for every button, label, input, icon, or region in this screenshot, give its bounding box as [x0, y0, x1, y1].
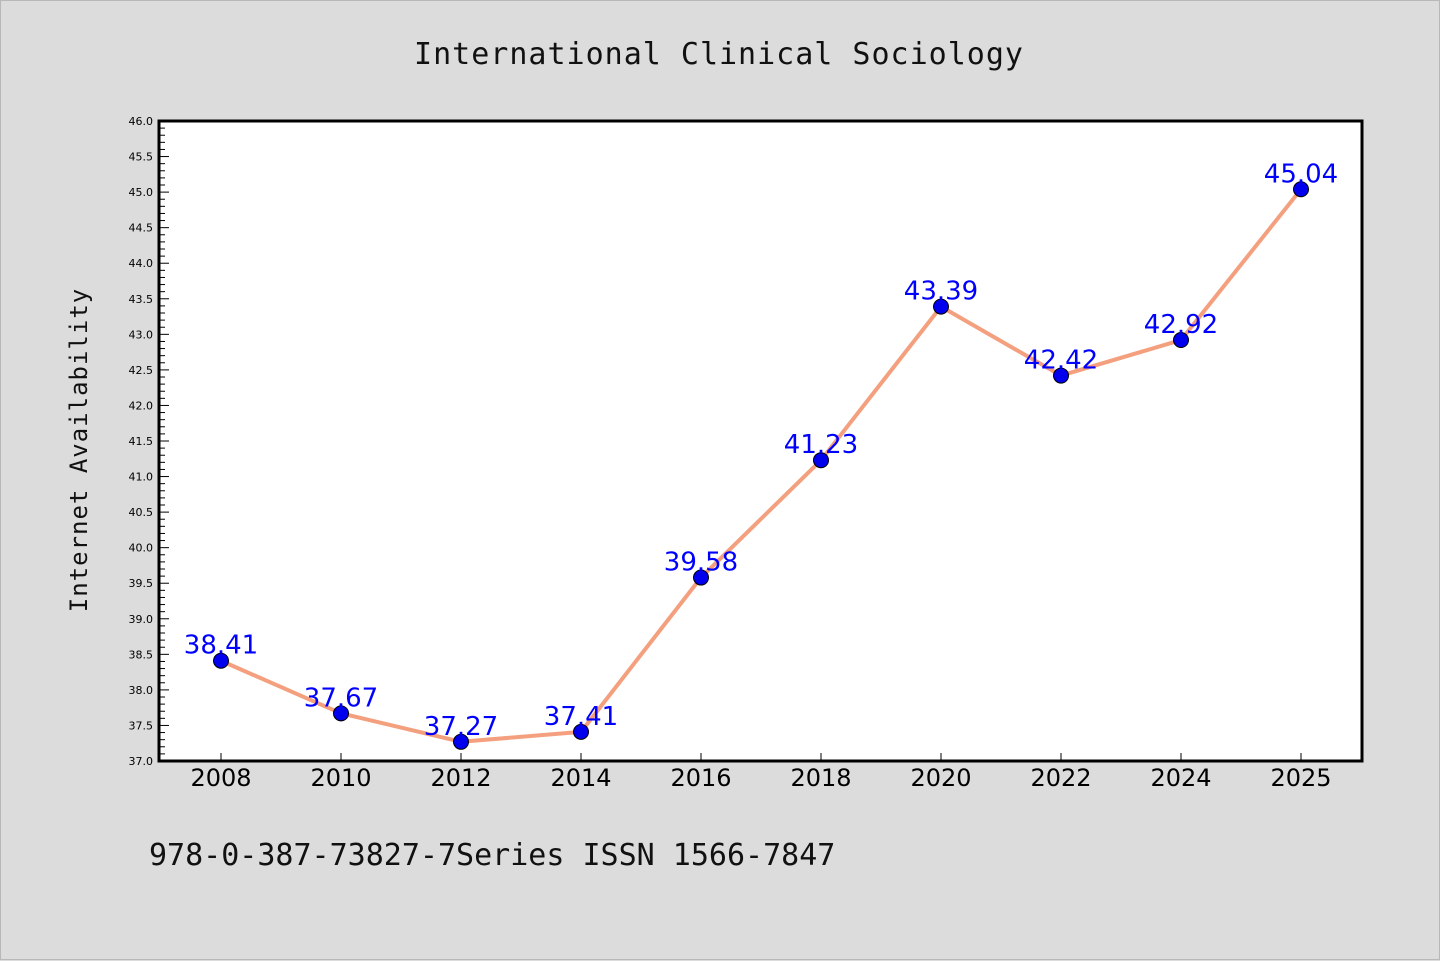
data-label: 38.41: [184, 631, 258, 661]
y-tick-label: 45.0: [129, 186, 154, 199]
y-tick-label: 38.0: [129, 684, 154, 697]
data-label: 45.04: [1264, 159, 1338, 189]
y-tick-label: 44.0: [129, 257, 154, 270]
x-tick-label: 2008: [190, 764, 251, 792]
data-point-marker: [1293, 181, 1309, 198]
data-point-marker: [693, 569, 709, 586]
x-tick-label: 2014: [550, 764, 611, 792]
data-point-marker: [333, 705, 349, 722]
data-label: 37.27: [424, 712, 498, 742]
series-line: [220, 188, 1303, 744]
data-point-marker: [453, 733, 469, 750]
x-axis-ticks: 2008 2010 2012 2014 2016 2018 2020 2022 2024 2025: [190, 753, 1332, 792]
y-tick-label: 46.0: [129, 115, 154, 128]
y-tick-label: 44.5: [129, 222, 154, 235]
y-tick-label: 42.5: [129, 364, 154, 377]
data-label: 39.58: [664, 548, 738, 578]
y-tick-label: 37.0: [129, 755, 154, 768]
data-label: 37.41: [544, 702, 618, 732]
data-point-marker: [573, 723, 589, 740]
data-label: 41.23: [784, 430, 858, 460]
x-tick-label: 2025: [1270, 764, 1331, 792]
y-tick-label: 40.5: [129, 506, 154, 519]
x-tick-label: 2020: [910, 764, 971, 792]
data-point-marker: [933, 298, 949, 315]
x-tick-label: 2018: [790, 764, 851, 792]
plot-area: [157, 119, 1364, 763]
data-label: 43.39: [904, 277, 978, 307]
y-tick-label: 37.5: [129, 719, 154, 732]
y-tick-label: 38.5: [129, 648, 154, 661]
data-point-marker: [813, 452, 829, 469]
y-tick-label: 39.0: [129, 613, 154, 626]
y-axis-ticks: 37.0 37.5 38.0 38.5 39.0 39.5 40.0 40.5 41.0 41.5…: [129, 115, 169, 768]
data-label: 42.92: [1144, 310, 1218, 340]
y-tick-label: 39.5: [129, 577, 154, 590]
data-label: 37.67: [304, 683, 378, 713]
y-axis-label: Internet Availability: [65, 288, 93, 612]
data-label: 42.42: [1024, 346, 1098, 376]
x-tick-label: 2024: [1150, 764, 1211, 792]
x-tick-label: 2012: [430, 764, 491, 792]
y-tick-label: 43.0: [129, 328, 154, 341]
y-tick-label: 41.0: [129, 471, 154, 484]
y-tick-label: 42.0: [129, 399, 154, 412]
data-point-marker: [213, 652, 229, 669]
x-tick-label: 2022: [1030, 764, 1091, 792]
data-point-marker: [1053, 367, 1069, 384]
data-point-marker: [1173, 332, 1189, 349]
y-tick-label: 43.5: [129, 293, 154, 306]
footer-isbn-text: 978-0-387-73827-7Series ISSN 1566-7847: [149, 838, 835, 873]
x-tick-label: 2016: [670, 764, 731, 792]
series-group: 38.41 37.67 37.27 37.41 39.58 41.23 43.39 42.42…: [184, 159, 1338, 750]
y-tick-label: 40.0: [129, 542, 154, 555]
chart-title: International Clinical Sociology: [414, 37, 1024, 72]
y-tick-label: 45.5: [129, 151, 154, 164]
y-tick-label: 41.5: [129, 435, 154, 448]
x-tick-label: 2010: [310, 764, 371, 792]
